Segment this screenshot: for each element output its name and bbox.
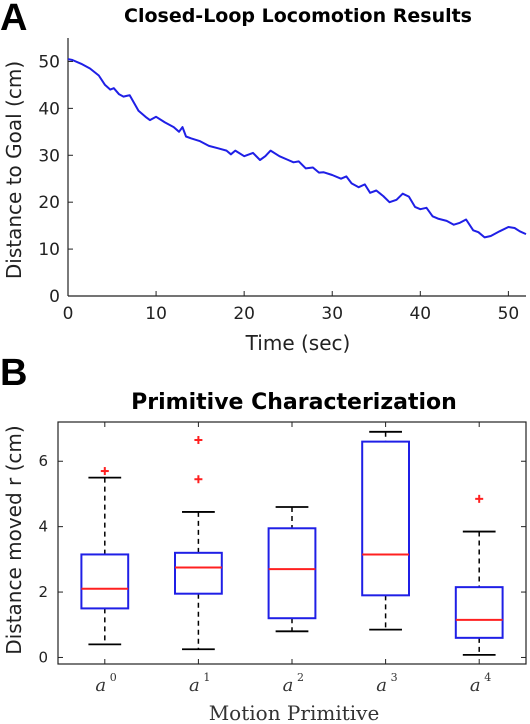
chart-a: 0 10 20 30 40 50 0 10 20 30 40 50 [38,38,527,324]
chart-a-xtick-label: 40 [409,304,431,324]
chart-a-ylabel: Distance to Goal (cm) [2,61,26,279]
chart-b-box [174,551,223,595]
chart-b-xtick-label-sup: 2 [297,671,304,684]
chart-a-xtick-label: 30 [321,304,343,324]
chart-b-xtick-label: a [376,675,387,696]
chart-a-ytick-label: 10 [38,240,60,260]
chart-b-xlabel: Motion Primitive [209,701,380,724]
chart-a-xtick-label: 20 [233,304,255,324]
chart-a-ytick-label: 30 [38,146,60,166]
chart-a-xtick-label: 10 [145,304,167,324]
panel-label-a: A [0,0,27,39]
chart-a-series-line [67,58,527,239]
chart-a-ytick-label: 50 [38,52,60,72]
chart-a-ytick-label: 20 [38,193,60,213]
chart-b-box [80,553,130,610]
chart-b-xtick-label-sup: 1 [203,671,210,684]
chart-b-xtick-label: a [283,675,294,696]
chart-b-ytick-label: 0 [38,648,48,666]
chart-b-ytick-label: 6 [38,452,48,470]
chart-b-ytick-label: 4 [38,518,48,536]
chart-b-box [361,440,411,597]
chart-a-title: Closed-Loop Locomotion Results [124,5,472,27]
chart-b-box [267,527,317,620]
chart-b-xtick-label: a [95,675,106,696]
chart-b-xtick-label-sup: 4 [484,671,491,684]
chart-b-title: Primitive Characterization [131,390,457,415]
chart-a-xtick-label: 0 [63,304,74,324]
chart-a-ytick-label: 40 [38,99,60,119]
chart-b-ytick-label: 2 [38,583,48,601]
chart-b-xtick-label-sup: 3 [391,671,398,684]
chart-b-xtick-label-sup: 0 [110,671,117,684]
chart-a-xtick-label: 50 [498,304,520,324]
chart-b-xtick-label: a [470,675,481,696]
chart-b-box [454,586,504,639]
panel-label-b: B [0,352,27,394]
chart-a-ytick-label: 0 [49,287,60,307]
chart-b-xtick-label: a [189,675,200,696]
chart-a-xlabel: Time (sec) [245,331,351,355]
chart-b-ylabel: Distance moved r (cm) [2,425,26,654]
